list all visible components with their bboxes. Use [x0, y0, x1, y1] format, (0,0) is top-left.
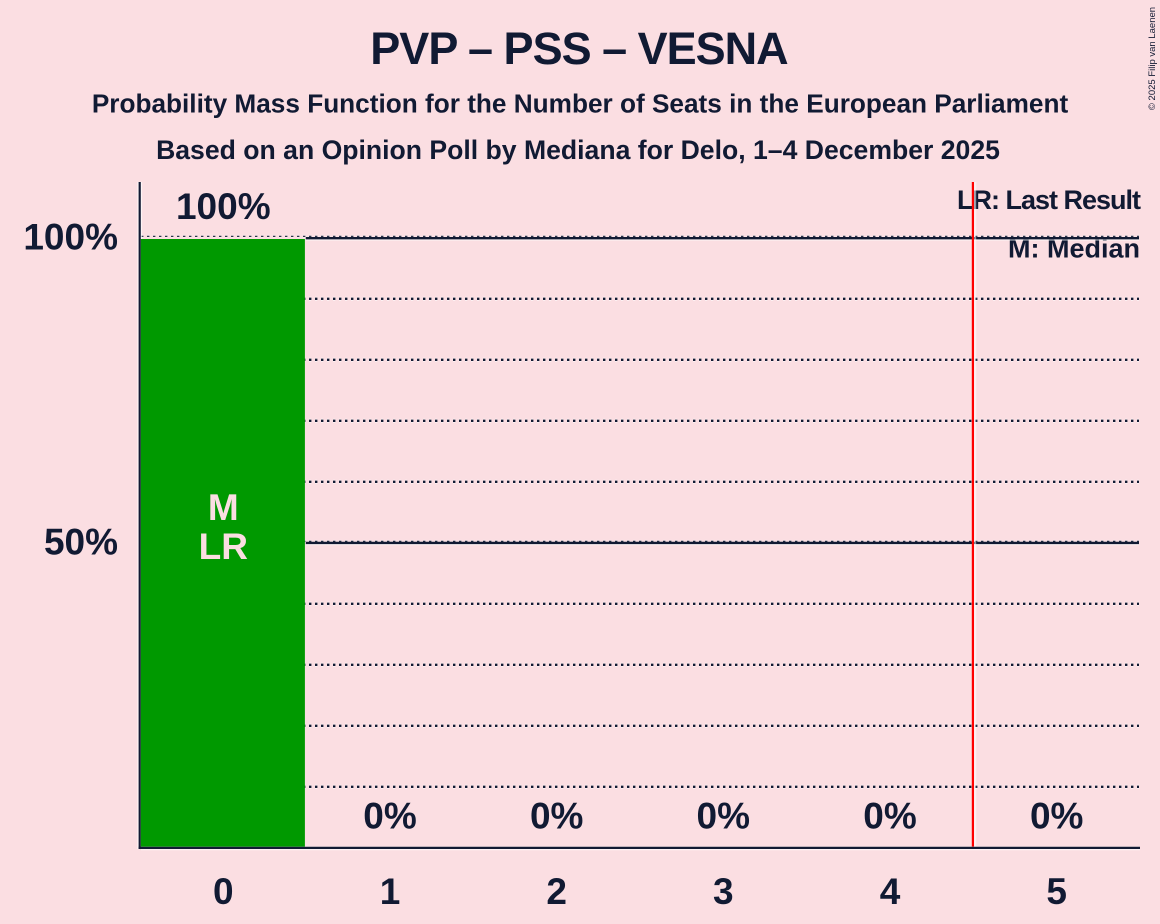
svg-text:0%: 0%	[863, 796, 916, 837]
svg-text:0: 0	[213, 871, 234, 912]
svg-text:4: 4	[880, 871, 901, 912]
svg-text:1: 1	[380, 871, 401, 912]
svg-text:0%: 0%	[530, 796, 583, 837]
svg-text:100%: 100%	[176, 186, 271, 227]
svg-text:100%: 100%	[23, 217, 118, 258]
svg-text:© 2025 Filip van Laenen: © 2025 Filip van Laenen	[1147, 7, 1158, 110]
svg-text:PVP – PSS – VESNA: PVP – PSS – VESNA	[370, 23, 788, 74]
svg-text:50%: 50%	[44, 522, 118, 563]
svg-text:Based on an Opinion Poll by Me: Based on an Opinion Poll by Mediana for …	[156, 135, 1000, 165]
svg-text:3: 3	[713, 871, 734, 912]
svg-text:LR: Last Result: LR: Last Result	[957, 185, 1141, 215]
svg-text:M: M	[208, 487, 239, 528]
svg-text:2: 2	[546, 871, 567, 912]
svg-text:0%: 0%	[697, 796, 750, 837]
svg-text:LR: LR	[199, 526, 248, 567]
svg-text:Probability Mass Function for: Probability Mass Function for the Number…	[92, 89, 1069, 119]
svg-text:0%: 0%	[1030, 796, 1083, 837]
svg-text:5: 5	[1046, 871, 1067, 912]
svg-text:0%: 0%	[363, 796, 416, 837]
